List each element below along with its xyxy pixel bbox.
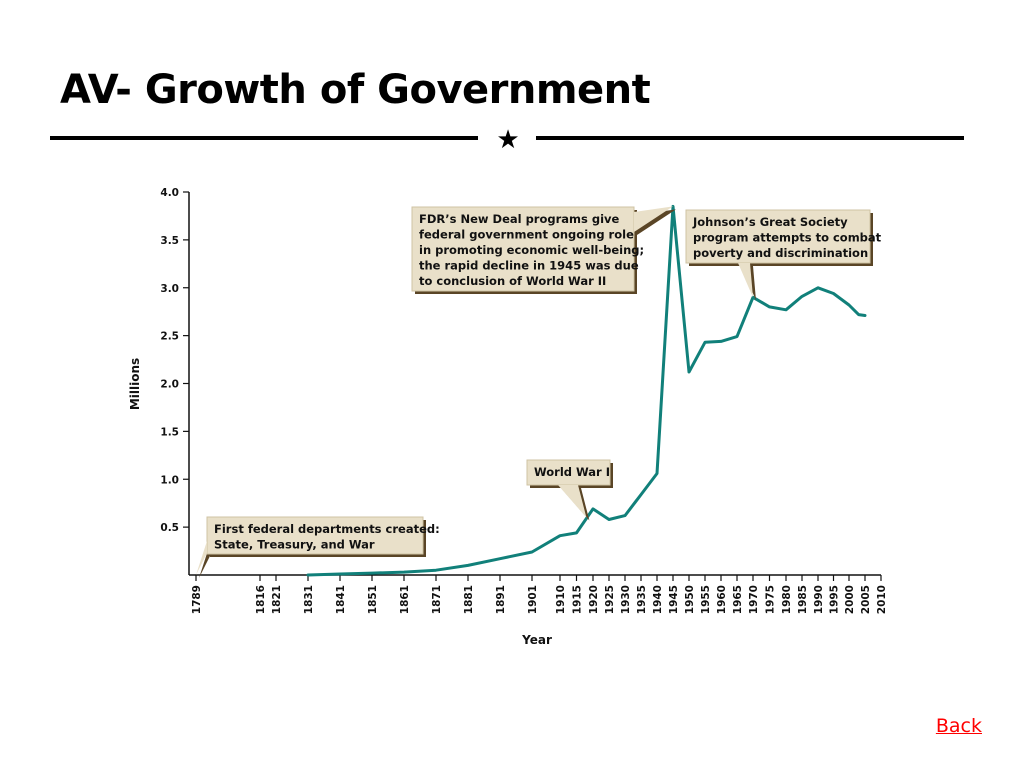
- callout-box: [411, 206, 635, 292]
- x-tick-label: 1920: [588, 585, 600, 614]
- x-tick-label: 1925: [604, 585, 616, 614]
- x-tick-label: 2000: [844, 585, 856, 614]
- callout-box: [206, 516, 424, 555]
- callout-text-line: FDR’s New Deal programs give: [419, 212, 620, 226]
- callout-first-departments: First federal departments created: State,…: [196, 516, 440, 578]
- y-tick-label: 3.0: [160, 283, 179, 295]
- x-tick-label: 1915: [572, 585, 584, 614]
- x-tick-label: 1935: [636, 585, 648, 614]
- x-tick-label: 2005: [860, 585, 872, 614]
- chart-callouts: First federal departments created: State,…: [196, 206, 882, 578]
- y-tick-label: 1.0: [160, 474, 179, 486]
- chart-axes: 4.0 3.5 3.0 2.5 2.0 1.5 1.0 0.5 1789 1816 1821 1831…: [128, 187, 888, 647]
- y-tick-label: 2.5: [160, 331, 179, 343]
- callout-great-society: Johnson’s Great Society program attempts …: [685, 209, 882, 301]
- chart-series: [306, 204, 867, 577]
- title-divider: ★: [50, 125, 964, 155]
- callout-text-line: program attempts to combat: [693, 231, 882, 245]
- back-link[interactable]: Back: [935, 715, 982, 737]
- x-tick-label: 1789: [191, 585, 203, 614]
- x-tick-label: 1970: [748, 585, 760, 614]
- callout-new-deal: FDR’s New Deal programs give federal gove…: [411, 206, 676, 294]
- callout-text-line: poverty and discrimination: [693, 246, 868, 260]
- y-tick-label: 4.0: [160, 187, 179, 199]
- x-tick-label: 1995: [829, 585, 841, 614]
- callout-text-line: federal government ongoing role: [419, 228, 634, 242]
- x-tick-label: 1816: [255, 585, 267, 614]
- callout-pointer: [558, 485, 587, 518]
- callout-box: [526, 459, 611, 486]
- x-tick-label: 1891: [495, 585, 507, 614]
- x-tick-label: 1881: [463, 585, 475, 614]
- x-tick-label: 1841: [335, 585, 347, 614]
- x-tick-label: 2010: [876, 585, 888, 614]
- x-tick-label: 1851: [367, 585, 379, 614]
- x-tick-label: 1980: [781, 585, 793, 614]
- x-tick-label: 1965: [732, 585, 744, 614]
- government-employees-line: [306, 204, 867, 577]
- y-tick-label: 1.5: [160, 426, 179, 438]
- callout-box: [685, 209, 871, 264]
- x-tick-label: 1960: [716, 585, 728, 614]
- x-tick-label: 1821: [271, 585, 283, 614]
- x-tick-label: 1940: [652, 585, 664, 614]
- callout-text-line: Johnson’s Great Society: [692, 215, 848, 229]
- y-tick-label: 3.5: [160, 235, 179, 247]
- star-icon: ★: [496, 125, 519, 155]
- x-tick-label: 1861: [399, 585, 411, 614]
- y-tick-label: 0.5: [160, 522, 179, 534]
- x-tick-label: 1985: [797, 585, 809, 614]
- x-axis-title: Year: [521, 633, 552, 647]
- x-tick-label: 1871: [431, 585, 443, 614]
- callout-world-war-one: World War I: [526, 459, 613, 521]
- x-tick-label: 1930: [620, 585, 632, 614]
- x-tick-label: 1945: [668, 585, 680, 614]
- callout-text-line: to conclusion of World War II: [419, 274, 606, 288]
- x-tick-label: 1910: [555, 585, 567, 614]
- callout-pointer: [634, 206, 673, 232]
- x-tick-label: 1975: [765, 585, 777, 614]
- x-tick-label: 1831: [303, 585, 315, 614]
- callout-text-line: World War I: [534, 465, 610, 479]
- x-tick-label: 1901: [527, 585, 539, 614]
- callout-text-line: in promoting economic well-being;: [419, 243, 644, 257]
- callout-text-line: State, Treasury, and War: [214, 538, 375, 552]
- callout-pointer: [196, 541, 207, 575]
- callout-text-line: First federal departments created:: [214, 522, 440, 536]
- x-tick-label: 1950: [684, 585, 696, 614]
- callout-pointer: [738, 263, 753, 298]
- callout-text-line: the rapid decline in 1945 was due: [419, 259, 639, 273]
- slide-title: AV- Growth of Government: [60, 67, 651, 113]
- y-tick-label: 2.0: [160, 379, 179, 391]
- x-tick-label: 1990: [813, 585, 825, 614]
- y-axis-title: Millions: [128, 358, 142, 410]
- x-tick-label: 1955: [700, 585, 712, 614]
